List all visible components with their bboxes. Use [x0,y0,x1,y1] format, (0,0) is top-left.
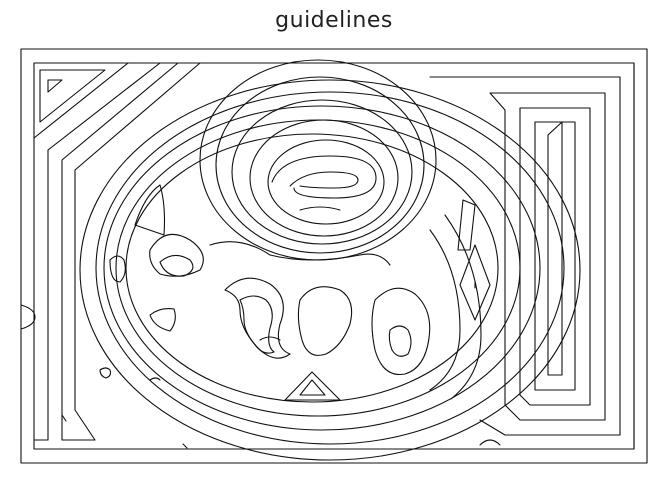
bottom-triangle-2 [284,371,341,401]
left-blob-5 [149,308,176,332]
detail-mark-2 [182,443,188,449]
center-shape-4 [297,286,353,356]
bottom-triangle-1 [299,379,326,396]
swirl-8 [299,206,341,211]
ring-4 [115,119,521,417]
top-left-channel-2 [39,69,106,123]
center-shape-7 [259,336,281,341]
right-rect-3 [489,92,606,421]
right-rect-5 [534,121,576,391]
left-blob-2 [109,255,126,283]
left-edge-notch [20,304,36,330]
detail-mark-4 [479,439,501,446]
right-rect-4 [519,107,591,406]
left-blob-3 [149,233,204,277]
center-shape-2 [224,277,291,359]
ring-1 [79,79,581,461]
top-left-channel-3 [33,62,161,441]
right-curve-2 [444,214,482,400]
center-shape-3 [239,295,275,354]
swirl-5 [267,139,385,225]
right-rect-2 [429,76,621,436]
detail-mark-6 [149,377,161,381]
right-rect-1 [409,62,635,450]
ring-3 [103,105,541,431]
swirl-3 [231,99,413,245]
swirl-7 [289,171,359,189]
top-left-channel-4 [61,62,201,441]
detail-mark-1 [61,414,67,422]
swirl-4 [249,119,399,237]
swirl-2 [215,76,425,254]
ring-5 [125,133,499,403]
right-diamond-2 [457,199,476,251]
left-blob-1 [134,184,166,236]
swirl-1 [199,59,437,261]
center-shape-1 [209,241,391,266]
ring-2 [95,91,565,445]
swirl-6 [271,155,377,199]
right-diamond-1 [459,244,491,321]
top-left-channel-1 [47,79,63,93]
right-rect-6 [547,121,563,376]
figure-title: guidelines [275,8,393,33]
detail-mark-5 [99,367,112,379]
center-shape-6 [388,325,412,357]
right-curve-1 [429,229,461,391]
center-shape-5 [371,287,431,376]
outer-frame-outer [20,48,648,464]
left-blob-4 [159,254,194,277]
